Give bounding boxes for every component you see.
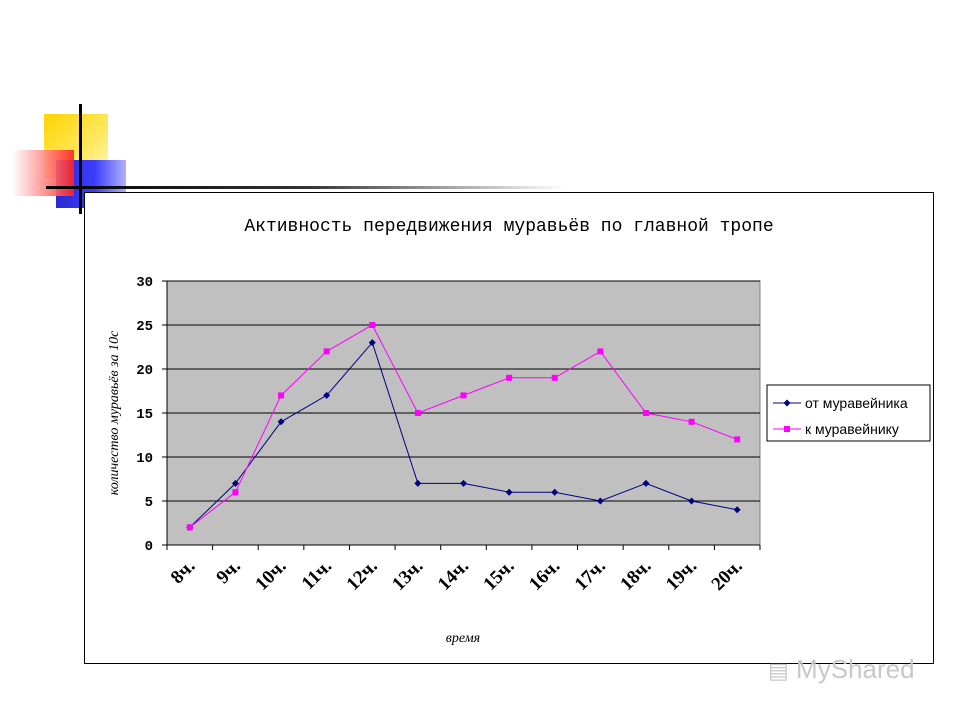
gridlines	[167, 280, 760, 502]
legend-label: к муравейнику	[805, 421, 899, 437]
x-tick-label: 17ч.	[571, 556, 610, 595]
chart-title: Активность передвижения муравьёв по глав…	[244, 217, 773, 237]
x-tick-label: 15ч.	[479, 556, 518, 595]
x-tick-label: 9ч.	[212, 556, 245, 589]
data-point	[414, 479, 422, 487]
legend-box	[766, 384, 931, 442]
data-point	[460, 479, 467, 487]
y-tick-label: 20	[136, 363, 153, 379]
legend-label: от муравейника	[805, 395, 908, 411]
x-tick-label: 16ч.	[525, 556, 564, 595]
data-point	[414, 410, 421, 416]
data-point	[369, 322, 376, 328]
x-tick-label: 14ч.	[434, 556, 473, 595]
data-point	[733, 506, 741, 514]
data-point	[368, 339, 376, 347]
chart-svg: Активность передвижения муравьёв по глав…	[107, 217, 931, 646]
watermark-text: MyShared	[796, 654, 915, 684]
y-tick-labels: 0 5 10 15 20 25 30	[136, 275, 167, 555]
x-tick-label: 19ч.	[662, 556, 701, 595]
data-point	[231, 479, 239, 487]
deco-red-square	[12, 150, 74, 196]
data-point	[642, 410, 649, 416]
data-point	[551, 488, 559, 496]
x-tick-label: 12ч.	[343, 556, 382, 595]
x-tick-label: 10ч.	[251, 556, 290, 595]
x-axis-label: время	[446, 631, 480, 646]
data-point	[460, 392, 467, 399]
legend: от муравейника к муравейнику	[766, 384, 931, 442]
y-tick-label: 10	[136, 451, 153, 467]
data-point	[734, 436, 741, 443]
presentation-board-icon: ▤	[768, 658, 789, 683]
deco-horizontal-line	[46, 186, 566, 189]
y-tick-label: 25	[136, 319, 153, 335]
x-tick-label: 11ч.	[298, 556, 336, 594]
legend-marker	[784, 426, 790, 432]
x-tick-label: 13ч.	[388, 556, 427, 595]
data-point	[505, 488, 513, 496]
y-tick-label: 30	[136, 275, 153, 291]
x-tick-label: 8ч.	[167, 556, 200, 589]
chart-frame: Активность передвижения муравьёв по глав…	[84, 192, 934, 664]
data-point	[642, 479, 650, 487]
series-lines	[186, 322, 741, 531]
data-point	[186, 524, 193, 531]
x-tick-label: 18ч.	[616, 556, 655, 595]
deco-vertical-line	[79, 104, 82, 214]
y-tick-label: 0	[145, 539, 153, 555]
data-point	[506, 374, 513, 381]
data-point	[551, 374, 558, 381]
x-tick-label: 20ч.	[708, 556, 747, 595]
watermark: ▤ MyShared	[768, 654, 915, 685]
data-point	[688, 497, 696, 505]
data-point	[596, 497, 604, 505]
data-point	[323, 391, 331, 399]
y-tick-label: 15	[136, 407, 153, 423]
x-tick-labels: 8ч. 9ч. 10ч. 11ч. 12ч. 13ч. 14ч. 15ч. 16ч. 17ч. 18…	[166, 545, 761, 595]
data-point	[232, 489, 239, 496]
data-point	[277, 418, 285, 426]
data-point	[278, 392, 285, 399]
data-point	[323, 348, 330, 355]
y-tick-label: 5	[145, 495, 153, 511]
data-point	[688, 418, 695, 425]
data-point	[597, 348, 604, 355]
legend-marker	[783, 399, 791, 407]
y-axis-label: количество муравьёв за 10с	[107, 330, 122, 495]
